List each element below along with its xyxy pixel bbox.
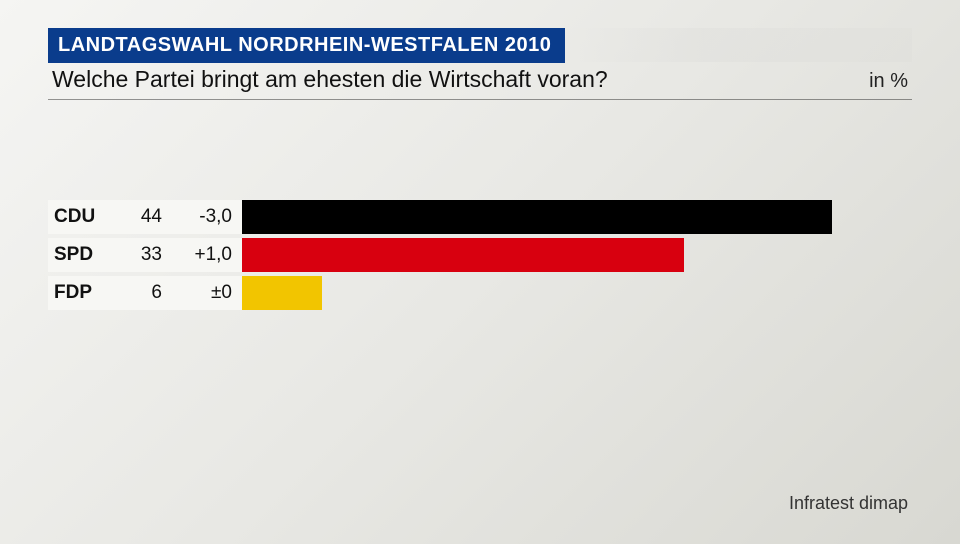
value-label: 6 xyxy=(114,276,172,310)
bar-area xyxy=(242,238,912,272)
party-label: FDP xyxy=(48,276,114,310)
change-label: -3,0 xyxy=(172,200,242,234)
bar-area xyxy=(242,276,912,310)
party-label: SPD xyxy=(48,238,114,272)
header: LANDTAGSWAHL NORDRHEIN-WESTFALEN 2010 We… xyxy=(48,28,912,100)
bar xyxy=(242,200,832,234)
chart-row: CDU44-3,0 xyxy=(48,200,912,234)
bar xyxy=(242,238,684,272)
bar-chart: CDU44-3,0 SPD33+1,0 FDP6±0 xyxy=(48,200,912,314)
change-label: +1,0 xyxy=(172,238,242,272)
chart-row: FDP6±0 xyxy=(48,276,912,310)
bar xyxy=(242,276,322,310)
title-bar: LANDTAGSWAHL NORDRHEIN-WESTFALEN 2010 xyxy=(48,28,912,62)
party-label: CDU xyxy=(48,200,114,234)
bar-area xyxy=(242,200,912,234)
subtitle-row: Welche Partei bringt am ehesten die Wirt… xyxy=(48,66,912,100)
source-label: Infratest dimap xyxy=(789,493,908,514)
change-label: ±0 xyxy=(172,276,242,310)
chart-row: SPD33+1,0 xyxy=(48,238,912,272)
unit-label: in % xyxy=(869,70,908,93)
page-title: LANDTAGSWAHL NORDRHEIN-WESTFALEN 2010 xyxy=(48,28,565,63)
title-bar-fade xyxy=(565,28,912,62)
subtitle: Welche Partei bringt am ehesten die Wirt… xyxy=(52,66,608,93)
value-label: 44 xyxy=(114,200,172,234)
value-label: 33 xyxy=(114,238,172,272)
